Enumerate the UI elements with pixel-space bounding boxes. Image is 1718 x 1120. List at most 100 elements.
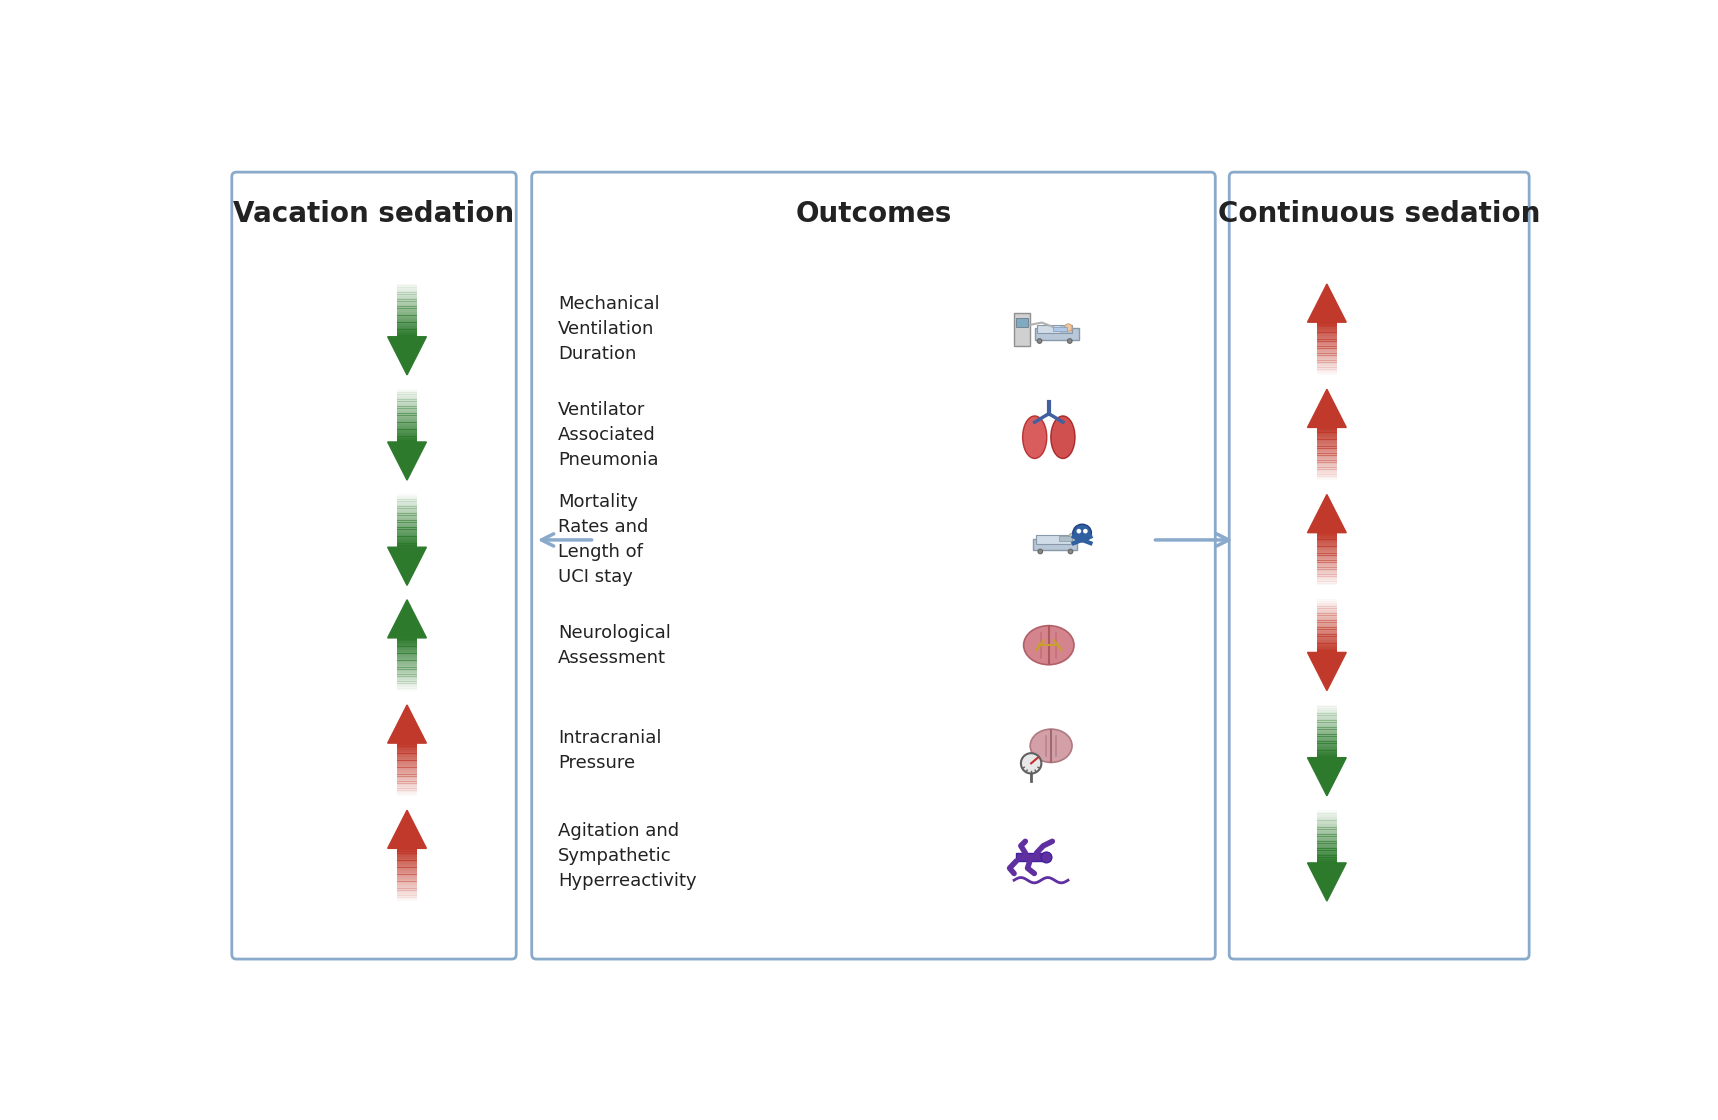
Bar bbox=[397, 767, 417, 769]
Bar bbox=[397, 533, 417, 535]
Bar bbox=[1316, 325, 1337, 327]
Bar bbox=[397, 769, 417, 772]
Bar bbox=[397, 791, 417, 792]
Bar bbox=[397, 413, 417, 416]
Bar bbox=[1316, 724, 1337, 726]
Polygon shape bbox=[1307, 284, 1347, 323]
FancyBboxPatch shape bbox=[1228, 172, 1529, 959]
Polygon shape bbox=[1307, 862, 1347, 902]
Bar bbox=[397, 329, 417, 332]
Bar bbox=[397, 892, 417, 894]
Bar bbox=[1316, 856, 1337, 858]
Bar bbox=[1316, 599, 1337, 601]
Bar bbox=[397, 538, 417, 540]
Bar bbox=[1316, 352, 1337, 354]
Bar bbox=[1316, 442, 1337, 445]
Bar bbox=[397, 671, 417, 673]
Bar bbox=[1316, 457, 1337, 459]
Bar bbox=[397, 289, 417, 291]
Bar bbox=[1316, 467, 1337, 469]
Bar bbox=[397, 897, 417, 899]
Bar bbox=[1316, 354, 1337, 355]
Bar bbox=[397, 857, 417, 859]
Bar bbox=[397, 428, 417, 430]
Bar bbox=[397, 878, 417, 880]
Bar bbox=[397, 653, 417, 655]
Bar bbox=[1316, 532, 1337, 534]
Bar bbox=[397, 515, 417, 517]
Bar bbox=[397, 305, 417, 307]
Bar bbox=[1316, 843, 1337, 846]
Bar bbox=[1316, 357, 1337, 360]
Bar bbox=[1316, 436, 1337, 438]
Bar bbox=[1316, 829, 1337, 831]
Bar bbox=[1038, 325, 1072, 333]
Bar bbox=[397, 648, 417, 651]
Bar bbox=[397, 494, 417, 496]
Bar bbox=[1316, 557, 1337, 559]
Bar bbox=[1316, 620, 1337, 623]
Bar bbox=[397, 883, 417, 885]
Bar bbox=[397, 850, 417, 852]
Bar bbox=[1316, 824, 1337, 827]
Bar bbox=[1316, 346, 1337, 348]
Bar bbox=[1316, 544, 1337, 547]
Ellipse shape bbox=[1072, 524, 1091, 542]
Bar bbox=[397, 652, 417, 654]
Bar bbox=[1316, 756, 1337, 757]
Bar bbox=[397, 673, 417, 674]
Bar bbox=[397, 508, 417, 511]
Bar bbox=[397, 687, 417, 689]
Bar bbox=[1316, 615, 1337, 617]
Circle shape bbox=[1077, 529, 1081, 533]
Text: Agitation and
Sympathetic
Hyperreactivity: Agitation and Sympathetic Hyperreactivit… bbox=[558, 822, 698, 889]
Bar bbox=[397, 317, 417, 319]
Polygon shape bbox=[388, 810, 426, 848]
Bar bbox=[1316, 716, 1337, 717]
Bar bbox=[397, 497, 417, 500]
Bar bbox=[397, 400, 417, 402]
Circle shape bbox=[1067, 338, 1072, 344]
Bar bbox=[397, 641, 417, 643]
Bar bbox=[397, 435, 417, 437]
Bar bbox=[1316, 627, 1337, 629]
Bar bbox=[397, 510, 417, 512]
Bar bbox=[397, 335, 417, 337]
Bar bbox=[1316, 541, 1337, 543]
Bar bbox=[1316, 640, 1337, 642]
Bar bbox=[397, 404, 417, 407]
Bar bbox=[1316, 629, 1337, 632]
Circle shape bbox=[1038, 338, 1041, 344]
Bar bbox=[397, 525, 417, 528]
Circle shape bbox=[1041, 852, 1051, 862]
Bar bbox=[397, 748, 417, 750]
Bar bbox=[397, 431, 417, 433]
Bar bbox=[397, 403, 417, 405]
Bar bbox=[397, 869, 417, 871]
Text: Outcomes: Outcomes bbox=[795, 199, 952, 227]
Bar bbox=[397, 773, 417, 775]
Polygon shape bbox=[1307, 390, 1347, 428]
Bar bbox=[397, 664, 417, 666]
Bar bbox=[1316, 450, 1337, 452]
Bar bbox=[1316, 361, 1337, 363]
Bar bbox=[397, 283, 417, 286]
Bar bbox=[397, 661, 417, 663]
Bar bbox=[1316, 370, 1337, 372]
Bar bbox=[1316, 535, 1337, 538]
Bar bbox=[1316, 460, 1337, 463]
Bar bbox=[397, 422, 417, 424]
Bar bbox=[1316, 844, 1337, 847]
Bar bbox=[397, 864, 417, 866]
Bar bbox=[397, 746, 417, 748]
Bar bbox=[397, 417, 417, 419]
Bar bbox=[1316, 648, 1337, 651]
Bar bbox=[397, 426, 417, 428]
Bar bbox=[1316, 810, 1337, 812]
Bar bbox=[1316, 837, 1337, 838]
Polygon shape bbox=[388, 337, 426, 375]
Bar bbox=[1316, 617, 1337, 619]
Bar bbox=[397, 782, 417, 784]
Bar bbox=[1036, 535, 1070, 543]
Bar bbox=[1316, 651, 1337, 653]
